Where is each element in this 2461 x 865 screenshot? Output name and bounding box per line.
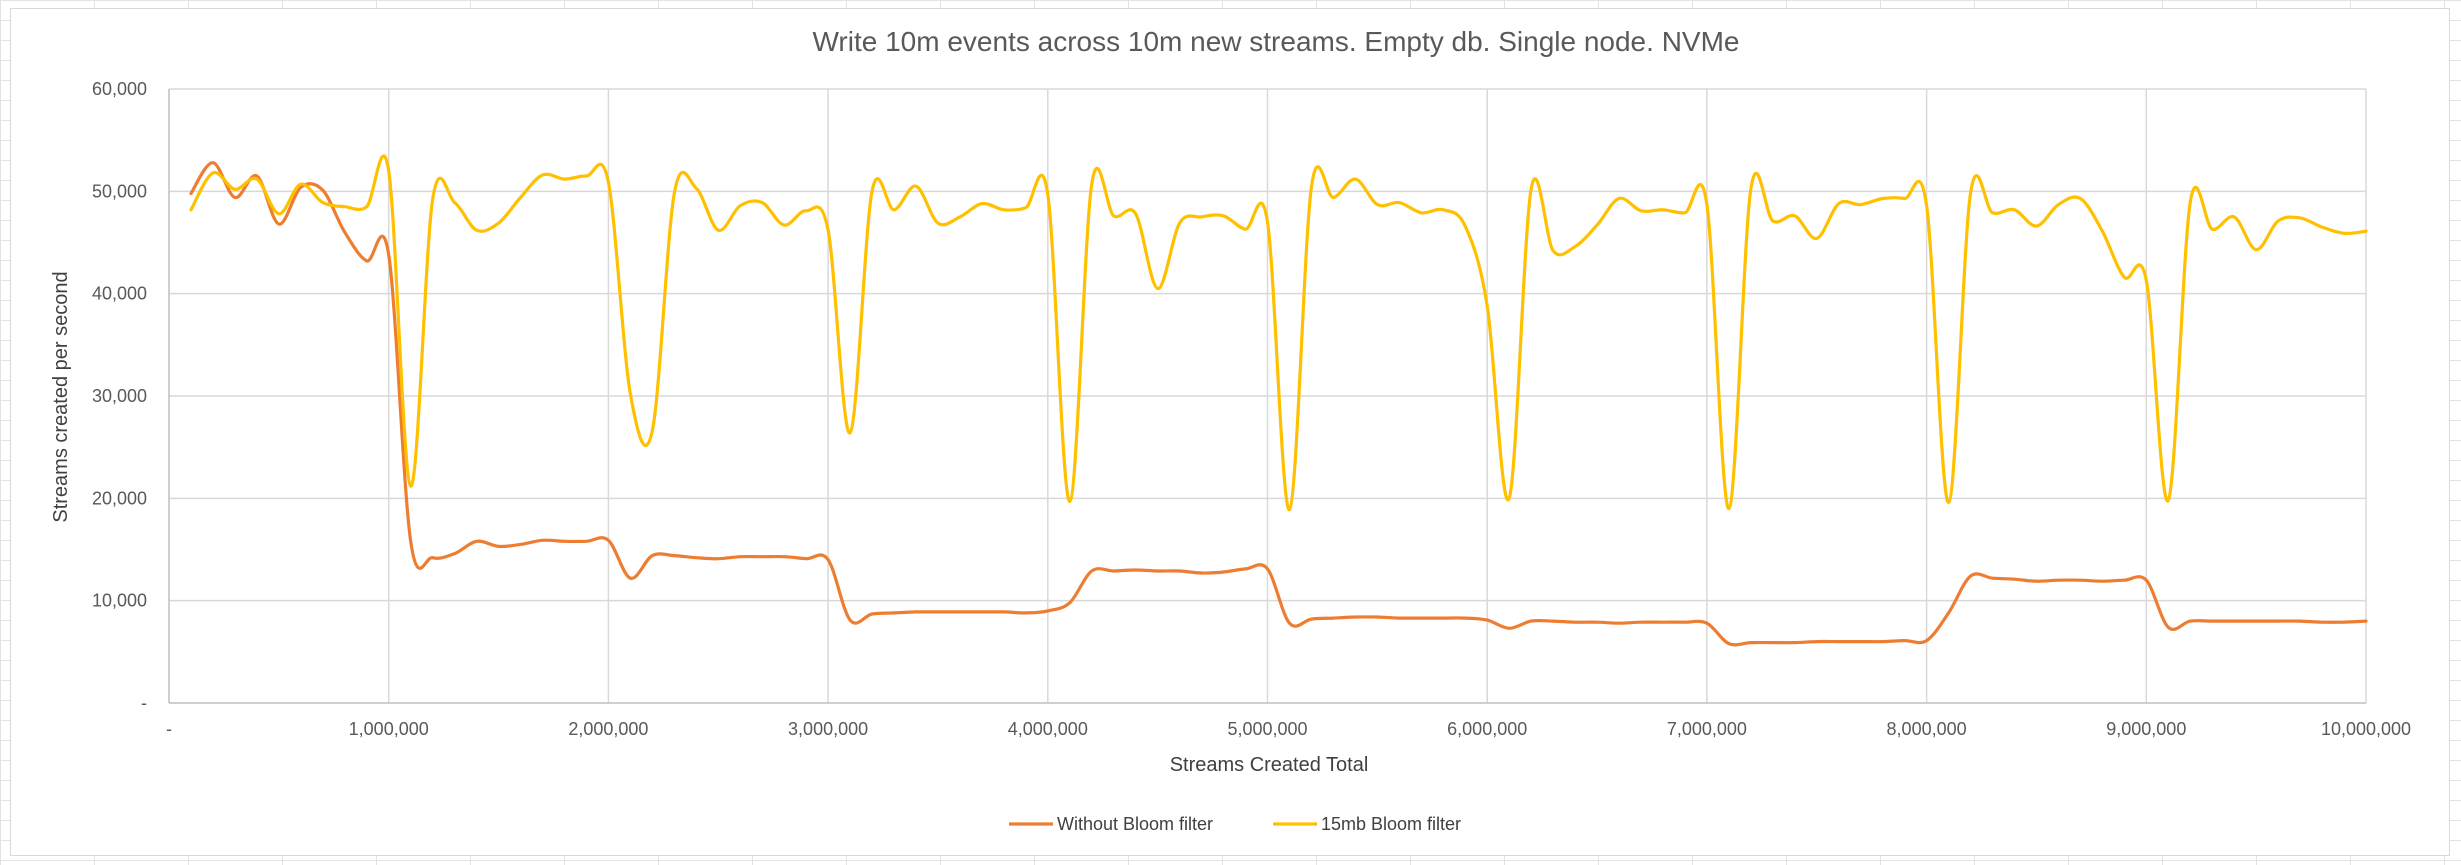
x-tick-label: 4,000,000 bbox=[1008, 719, 1088, 739]
y-tick-label: 10,000 bbox=[92, 591, 147, 611]
gridlines bbox=[169, 88, 2367, 703]
legend-label: 15mb Bloom filter bbox=[1321, 814, 1461, 834]
x-axis-ticks: - 1,000,000 2,000,000 3,000,000 4,000,000 5,0… bbox=[166, 719, 2411, 739]
y-tick-label: 30,000 bbox=[92, 386, 147, 406]
y-axis-ticks: - 10,000 20,000 30,000 40,000 50,000 60,000 bbox=[92, 79, 147, 713]
x-tick-label: 6,000,000 bbox=[1447, 719, 1527, 739]
x-tick-label: 1,000,000 bbox=[349, 719, 429, 739]
chart-area: Write 10m events across 10m new streams.… bbox=[10, 8, 2450, 856]
series-line-bloom-filter bbox=[189, 154, 2368, 512]
x-axis-title: Streams Created Total bbox=[1170, 754, 1369, 776]
chart-title: Write 10m events across 10m new streams.… bbox=[813, 26, 1740, 57]
x-tick-label: 8,000,000 bbox=[1887, 719, 1967, 739]
y-tick-label: - bbox=[141, 693, 147, 713]
y-tick-label: 60,000 bbox=[92, 79, 147, 99]
x-tick-label: - bbox=[166, 719, 172, 739]
x-tick-label: 2,000,000 bbox=[568, 719, 648, 739]
series-lines bbox=[189, 154, 2368, 647]
series-line-without-bloom-filter bbox=[189, 161, 2368, 647]
axes bbox=[168, 89, 2366, 704]
legend: Without Bloom filter 15mb Bloom filter bbox=[1009, 814, 1461, 834]
x-tick-label: 10,000,000 bbox=[2321, 719, 2411, 739]
x-tick-label: 3,000,000 bbox=[788, 719, 868, 739]
y-tick-label: 50,000 bbox=[92, 181, 147, 201]
y-tick-label: 20,000 bbox=[92, 488, 147, 508]
x-tick-label: 9,000,000 bbox=[2106, 719, 2186, 739]
y-tick-label: 40,000 bbox=[92, 284, 147, 304]
legend-item: 15mb Bloom filter bbox=[1273, 814, 1461, 834]
x-tick-label: 7,000,000 bbox=[1667, 719, 1747, 739]
legend-label: Without Bloom filter bbox=[1057, 814, 1213, 834]
legend-item: Without Bloom filter bbox=[1009, 814, 1213, 834]
y-axis-title: Streams created per second bbox=[50, 271, 72, 522]
line-chart: Write 10m events across 10m new streams.… bbox=[50, 26, 2411, 834]
x-tick-label: 5,000,000 bbox=[1227, 719, 1307, 739]
